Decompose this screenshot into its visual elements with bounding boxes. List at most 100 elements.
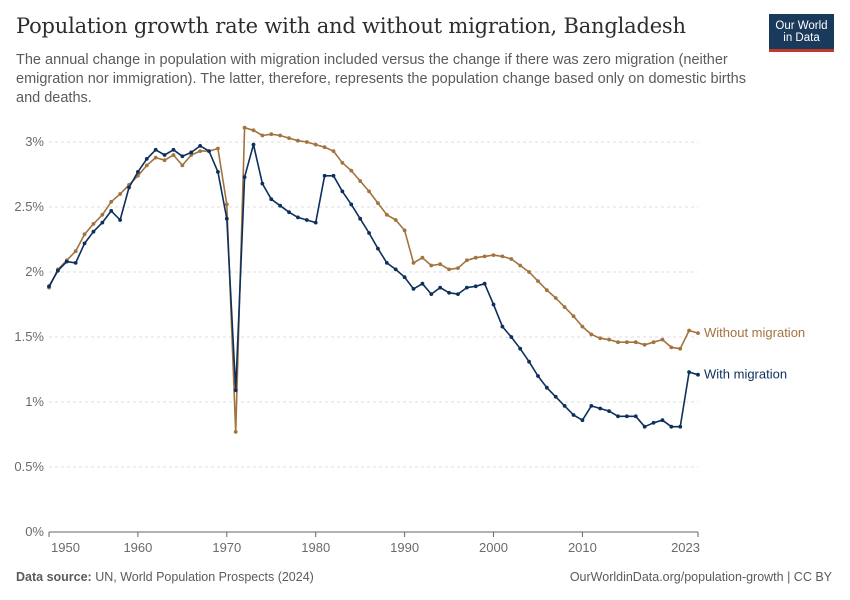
data-point bbox=[660, 337, 665, 342]
data-point bbox=[669, 345, 674, 350]
data-point bbox=[500, 254, 505, 259]
data-point bbox=[527, 270, 531, 274]
data-point bbox=[313, 142, 318, 147]
data-point bbox=[607, 337, 611, 342]
y-tick-label: 1% bbox=[25, 394, 44, 409]
data-point bbox=[82, 241, 87, 246]
data-point bbox=[376, 201, 380, 206]
data-point bbox=[473, 255, 478, 260]
data-point bbox=[376, 246, 380, 251]
data-point bbox=[571, 413, 576, 417]
data-point bbox=[544, 288, 549, 293]
x-tick-label: 1980 bbox=[301, 540, 330, 555]
data-point bbox=[189, 150, 194, 155]
data-point bbox=[580, 418, 585, 423]
owid-logo[interactable]: Our World in Data bbox=[769, 14, 834, 52]
data-point bbox=[518, 263, 523, 268]
chart-subtitle: The annual change in population with mig… bbox=[16, 52, 746, 106]
x-tick-label: 2023 bbox=[671, 540, 700, 555]
data-point bbox=[589, 332, 594, 337]
data-point bbox=[47, 284, 51, 289]
data-point bbox=[393, 218, 398, 222]
data-point bbox=[109, 199, 114, 204]
data-point bbox=[144, 157, 149, 161]
data-point bbox=[402, 228, 407, 233]
data-point bbox=[598, 406, 603, 411]
data-point bbox=[82, 232, 87, 237]
data-point bbox=[482, 281, 487, 286]
data-point bbox=[384, 212, 389, 217]
data-point bbox=[198, 144, 203, 148]
data-point bbox=[64, 259, 69, 264]
y-tick-label: 3% bbox=[25, 134, 44, 149]
data-point bbox=[518, 346, 523, 351]
logo-line-1: Our World bbox=[775, 20, 828, 32]
series-label-with-migration: With migration bbox=[704, 367, 787, 382]
data-point bbox=[153, 155, 158, 160]
data-point bbox=[216, 170, 220, 174]
data-point bbox=[100, 212, 105, 217]
data-point bbox=[233, 430, 238, 434]
data-point bbox=[216, 146, 220, 151]
data-point bbox=[73, 249, 78, 254]
source-url-link[interactable]: OurWorldinData.org/population-growth | C… bbox=[569, 570, 832, 584]
data-point bbox=[358, 179, 363, 183]
data-point bbox=[171, 147, 176, 152]
data-point bbox=[304, 140, 309, 144]
data-point bbox=[420, 281, 425, 286]
data-point bbox=[562, 305, 567, 309]
data-point bbox=[171, 153, 176, 157]
data-point bbox=[616, 414, 620, 419]
data-point bbox=[127, 185, 131, 190]
logo-line-2: in Data bbox=[783, 32, 820, 44]
data-point bbox=[536, 374, 540, 378]
data-point bbox=[260, 133, 265, 138]
data-point bbox=[287, 210, 291, 215]
data-point bbox=[251, 128, 256, 133]
axes: 0% 0.5% 1% 1.5% 2% 2.5% 3% 1950 1960 1970 1980 1990… bbox=[14, 134, 700, 555]
data-point bbox=[527, 359, 531, 364]
data-point bbox=[349, 168, 354, 173]
data-point bbox=[118, 218, 123, 222]
data-point bbox=[91, 222, 96, 226]
data-point bbox=[660, 418, 665, 423]
data-point bbox=[571, 314, 576, 319]
data-point bbox=[624, 340, 629, 345]
series-with-migration bbox=[47, 142, 700, 429]
data-point bbox=[180, 163, 185, 168]
data-point bbox=[278, 133, 283, 138]
data-point bbox=[553, 296, 558, 300]
data-point bbox=[624, 414, 629, 419]
data-point bbox=[296, 215, 300, 220]
y-tick-label: 2.5% bbox=[14, 199, 44, 214]
chart-title: Population growth rate with and without … bbox=[16, 14, 686, 38]
data-point bbox=[491, 253, 496, 257]
data-point bbox=[544, 385, 549, 390]
data-point bbox=[180, 154, 185, 159]
data-point bbox=[91, 229, 96, 234]
data-point bbox=[598, 336, 603, 341]
x-tick-label: 1960 bbox=[123, 540, 152, 555]
series-label-without-migration: Without migration bbox=[704, 325, 805, 340]
series-line-with-migration bbox=[48, 143, 699, 428]
data-point bbox=[687, 328, 692, 333]
series-lines bbox=[47, 125, 700, 434]
data-point bbox=[687, 370, 692, 374]
gridlines bbox=[49, 141, 698, 468]
data-point bbox=[153, 147, 158, 152]
data-point bbox=[73, 261, 78, 265]
data-point bbox=[162, 153, 167, 157]
data-point bbox=[313, 220, 318, 225]
data-point bbox=[411, 261, 416, 265]
data-source: Data source: UN, World Population Prospe… bbox=[16, 570, 314, 584]
data-point bbox=[464, 258, 469, 263]
data-point bbox=[642, 424, 647, 429]
data-point bbox=[331, 173, 336, 178]
data-point bbox=[678, 424, 683, 429]
data-point bbox=[393, 267, 398, 272]
data-source-text: UN, World Population Prospects (2024) bbox=[91, 570, 314, 584]
data-point bbox=[242, 125, 247, 130]
data-point bbox=[233, 388, 238, 393]
data-point bbox=[633, 414, 638, 419]
